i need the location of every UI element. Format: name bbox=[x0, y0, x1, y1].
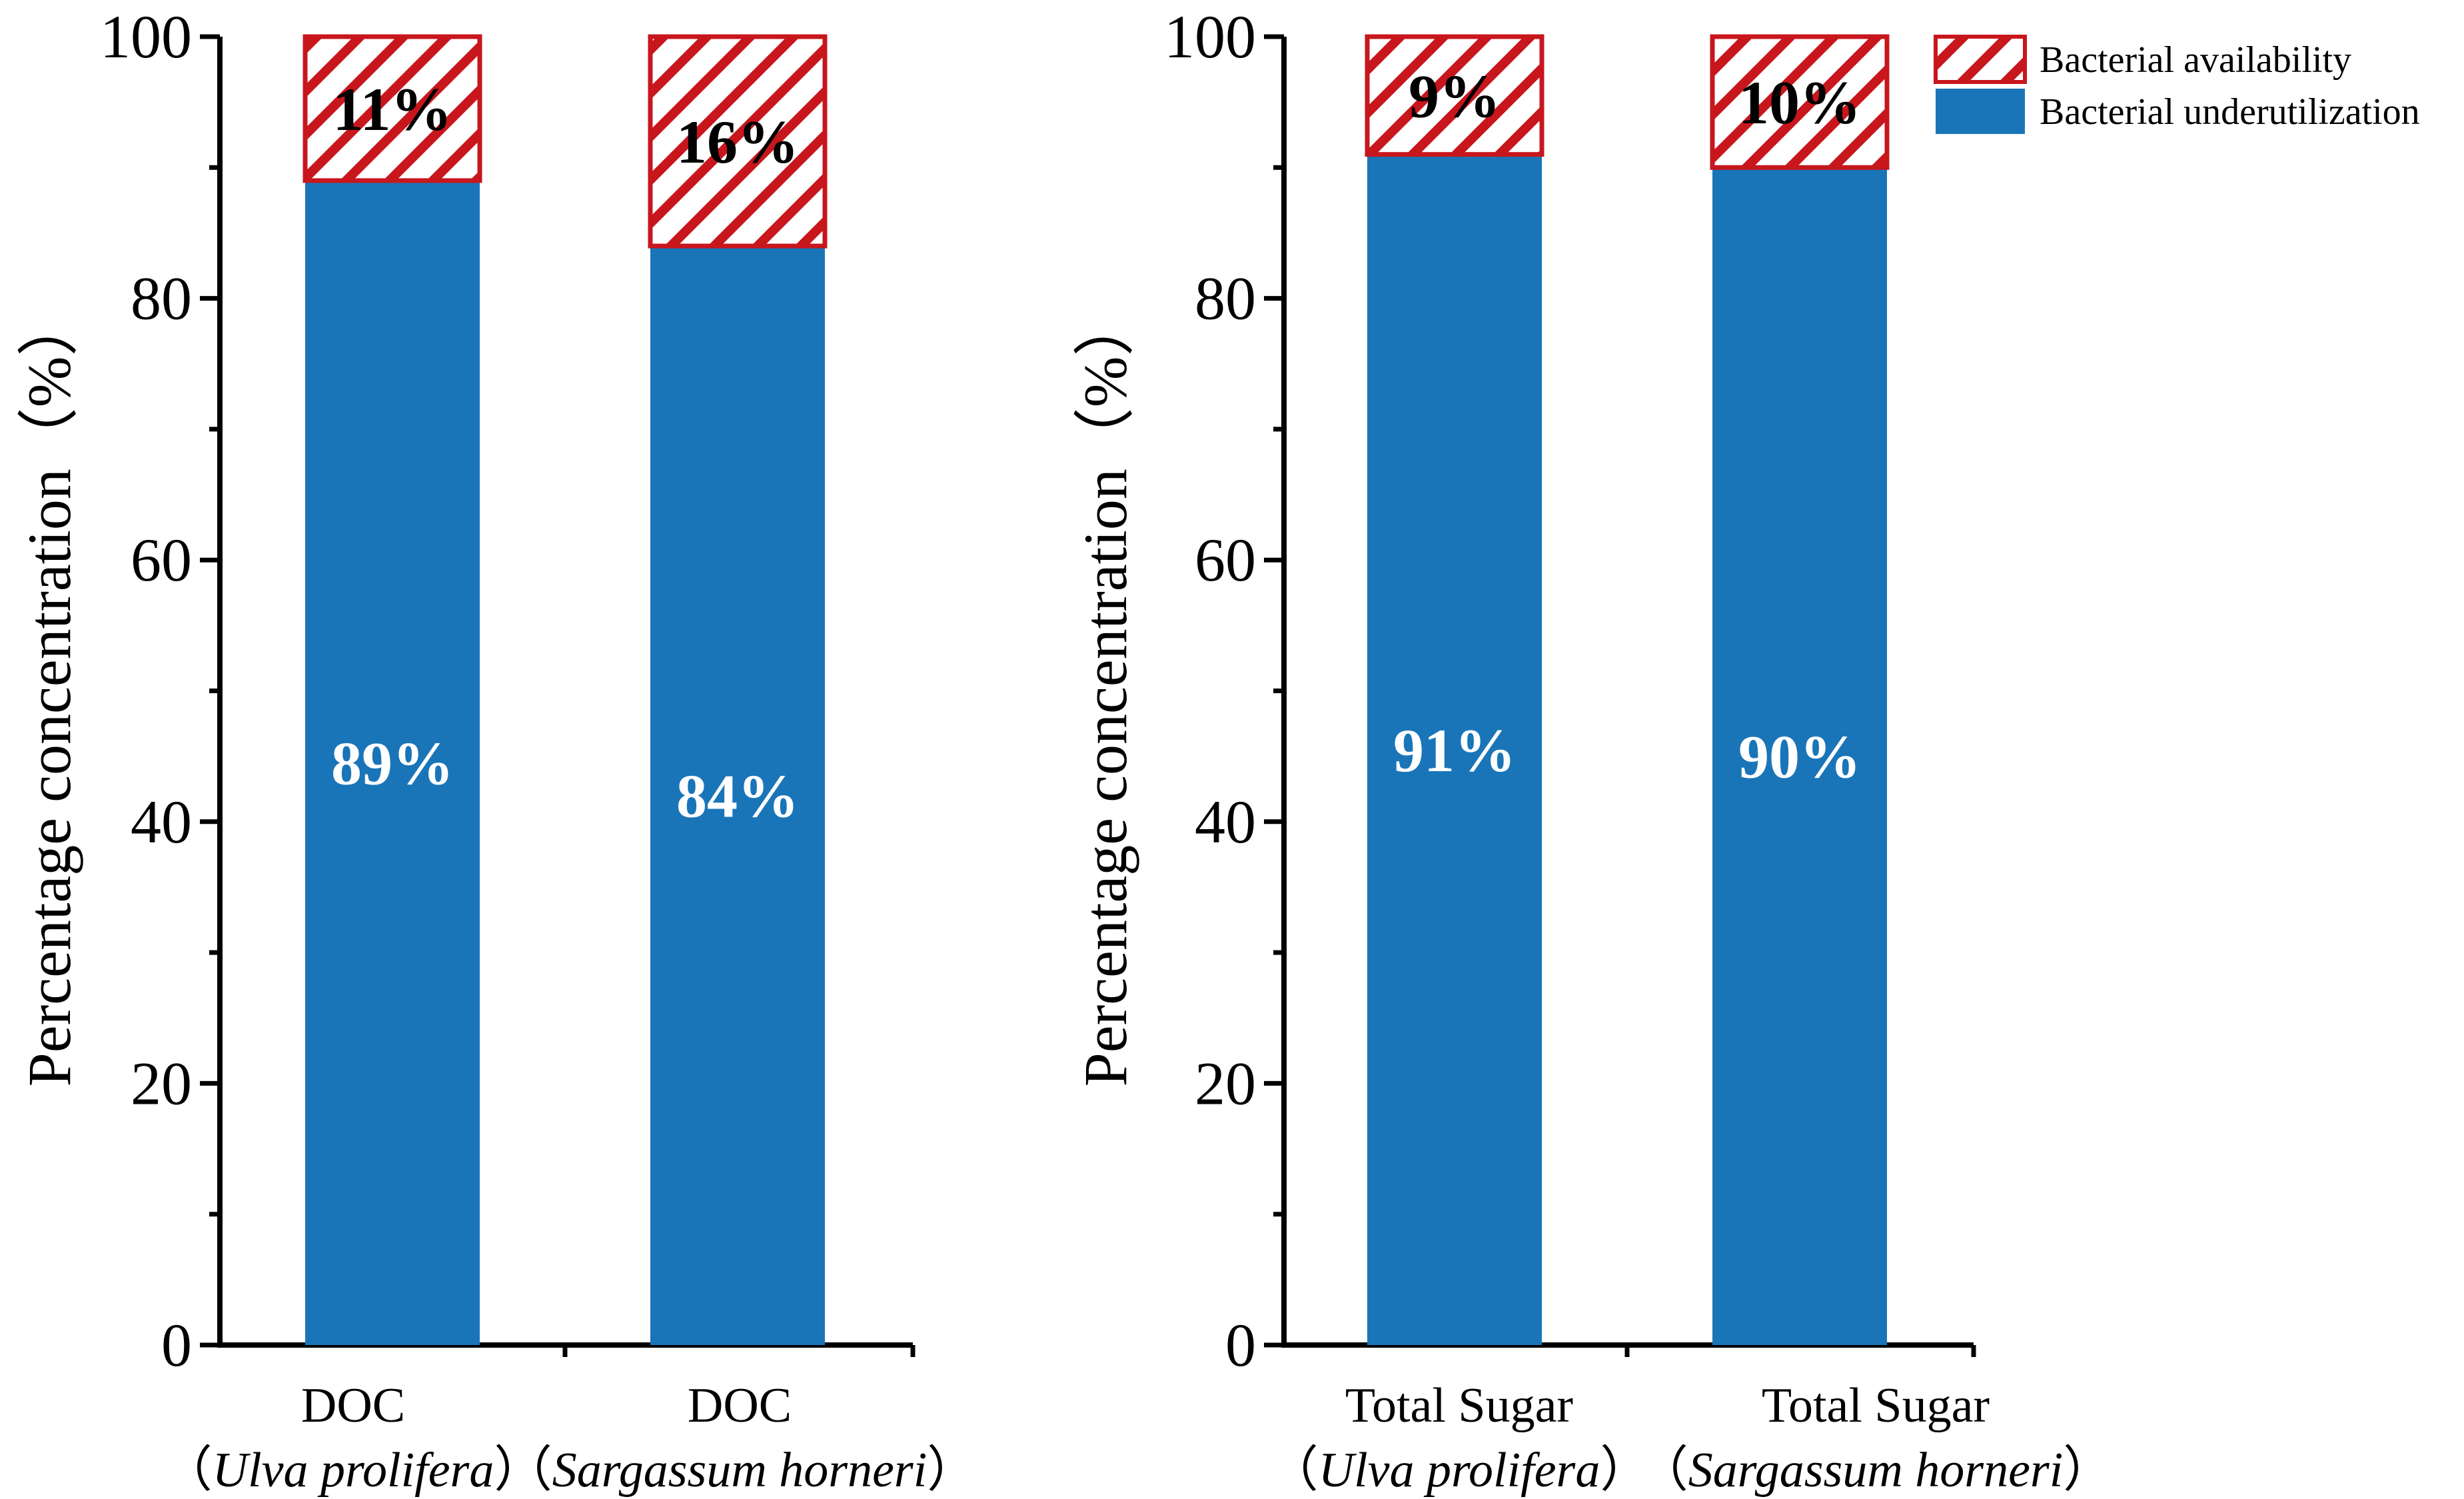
data-label-availability: 16% bbox=[676, 108, 799, 176]
x-category-label: DOC bbox=[301, 1378, 405, 1433]
bar-underutilization bbox=[1712, 167, 1887, 1345]
bar-underutilization bbox=[1367, 154, 1542, 1345]
legend-swatch-availability bbox=[1934, 35, 2027, 84]
data-label-underutilization: 90% bbox=[1738, 723, 1861, 791]
data-label-underutilization: 89% bbox=[331, 729, 454, 797]
y-tick-label: 80 bbox=[1195, 265, 1256, 333]
data-label-availability: 10% bbox=[1738, 69, 1861, 137]
legend: Bacterial availability Bacterial underuti… bbox=[1934, 35, 2420, 134]
chart-panel-1: 0 20 40 60 80 100 Percentage concentration（%） 1… bbox=[15, 3, 976, 1498]
bar-availability bbox=[648, 34, 828, 249]
y-tick-label: 60 bbox=[1195, 526, 1256, 594]
x-category-label: Total Sugar bbox=[1762, 1378, 1990, 1433]
data-label-availability: 11% bbox=[333, 75, 452, 143]
y-tick-label: 100 bbox=[100, 3, 192, 71]
y-tick-label: 0 bbox=[1225, 1311, 1256, 1379]
data-label-underutilization: 91% bbox=[1393, 717, 1516, 784]
bar-underutilization bbox=[650, 246, 825, 1346]
legend-label: Bacterial underutilization bbox=[2040, 91, 2420, 133]
y-tick-label: 20 bbox=[1195, 1049, 1256, 1117]
x-category-sublabel: （Ulva prolifera） bbox=[163, 1443, 544, 1498]
bar-availability bbox=[303, 34, 482, 183]
y-tick-label: 100 bbox=[1164, 3, 1256, 71]
legend-swatch-underutilization bbox=[1936, 89, 2025, 134]
legend-label: Bacterial availability bbox=[2040, 39, 2351, 81]
y-tick-label: 60 bbox=[131, 526, 192, 594]
x-category-sublabel: （Sargassum horneri） bbox=[1639, 1443, 2113, 1498]
y-tick-label: 40 bbox=[131, 788, 192, 856]
y-tick-label: 40 bbox=[1195, 788, 1256, 856]
bar-availability bbox=[1710, 34, 1890, 170]
y-axis-label: Percentage concentration（%） bbox=[1071, 295, 1139, 1087]
x-category-sublabel: （Ulva prolifera） bbox=[1269, 1443, 1650, 1498]
bar-underutilization bbox=[305, 180, 480, 1346]
y-tick-label: 20 bbox=[131, 1049, 192, 1117]
chart-panel-2: 0 20 40 60 80 100 Percentage concentration（%） 9… bbox=[1071, 3, 2112, 1498]
y-tick-label: 0 bbox=[161, 1311, 192, 1379]
data-label-underutilization: 84% bbox=[676, 762, 799, 830]
data-label-availability: 9% bbox=[1409, 62, 1501, 130]
x-category-label: Total Sugar bbox=[1345, 1378, 1573, 1433]
x-category-sublabel: （Sargassum horneri） bbox=[503, 1443, 977, 1498]
y-axis-label: Percentage concentration（%） bbox=[15, 295, 83, 1087]
y-tick-label: 80 bbox=[131, 265, 192, 333]
bar-availability bbox=[1365, 34, 1544, 157]
x-category-label: DOC bbox=[688, 1378, 792, 1433]
